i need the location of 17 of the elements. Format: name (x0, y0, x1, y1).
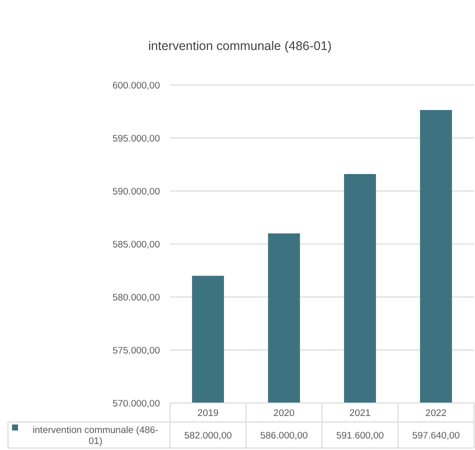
x-tick-label: 2019 (197, 408, 219, 419)
x-tick-label: 2020 (273, 408, 295, 419)
y-tick-label: 580.000,00 (112, 292, 160, 304)
x-tick-label: 2021 (349, 408, 371, 419)
data-label: 582.000,00 (184, 430, 232, 442)
x-tick-label: 2022 (425, 408, 447, 419)
data-label: 591.600,00 (336, 430, 384, 442)
data-label: 586.000,00 (260, 430, 308, 442)
chart-title: intervention communale (486-01) (148, 39, 332, 53)
y-tick-label: 570.000,00 (112, 398, 160, 410)
data-label: 597.640,00 (412, 430, 460, 442)
y-tick-label: 600.000,00 (112, 80, 160, 92)
y-tick-label: 575.000,00 (112, 345, 160, 356)
legend-label: intervention communale (486-01) (32, 424, 158, 447)
y-tick-label: 585.000,00 (112, 239, 160, 250)
y-tick-label: 595.000,00 (112, 133, 160, 144)
y-tick-label: 590.000,00 (112, 186, 160, 198)
